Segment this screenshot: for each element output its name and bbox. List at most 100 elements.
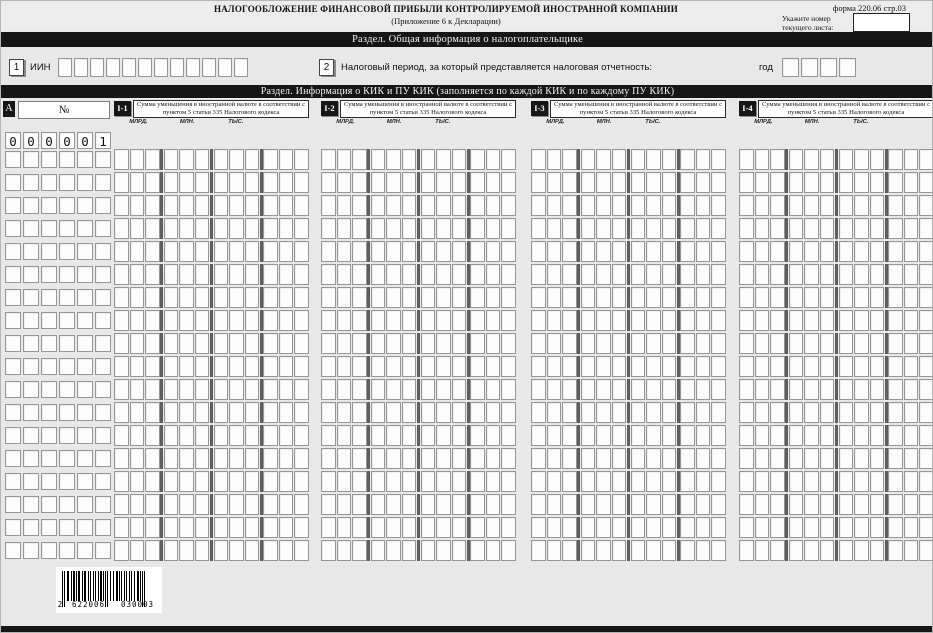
amount-cell[interactable] — [213, 195, 229, 216]
amount-cell[interactable] — [213, 310, 229, 331]
iin-cell[interactable] — [138, 58, 152, 77]
amount-cell[interactable] — [888, 241, 903, 262]
amount-cell[interactable] — [680, 310, 695, 331]
amount-cell[interactable] — [695, 448, 711, 469]
amount-cell[interactable] — [114, 540, 129, 561]
amount-cell[interactable] — [401, 333, 417, 354]
amount-cell[interactable] — [244, 540, 260, 561]
amount-cell[interactable] — [838, 517, 854, 538]
amount-cell[interactable] — [711, 494, 726, 515]
amount-cell[interactable] — [485, 540, 501, 561]
amount-cell[interactable] — [129, 333, 144, 354]
amount-cell[interactable] — [114, 195, 129, 216]
amount-cell[interactable] — [420, 494, 436, 515]
amount-cell[interactable] — [263, 241, 278, 262]
amount-cell[interactable] — [838, 494, 854, 515]
amount-cell[interactable] — [229, 241, 244, 262]
row-number-cell[interactable] — [23, 266, 39, 283]
amount-cell[interactable] — [788, 471, 804, 492]
amount-cell[interactable] — [420, 471, 436, 492]
amount-cell[interactable] — [129, 356, 144, 377]
amount-cell[interactable] — [501, 494, 516, 515]
amount-cell[interactable] — [888, 172, 903, 193]
amount-cell[interactable] — [646, 287, 661, 308]
amount-cell[interactable] — [163, 241, 179, 262]
amount-cell[interactable] — [531, 195, 546, 216]
amount-cell[interactable] — [145, 333, 160, 354]
amount-cell[interactable] — [754, 517, 769, 538]
amount-cell[interactable] — [739, 149, 754, 170]
amount-cell[interactable] — [278, 195, 294, 216]
amount-cell[interactable] — [114, 379, 129, 400]
amount-cell[interactable] — [804, 195, 819, 216]
amount-cell[interactable] — [336, 517, 351, 538]
amount-cell[interactable] — [501, 333, 516, 354]
amount-cell[interactable] — [819, 402, 835, 423]
amount-cell[interactable] — [611, 287, 627, 308]
amount-cell[interactable] — [436, 494, 451, 515]
amount-cell[interactable] — [501, 540, 516, 561]
amount-cell[interactable] — [661, 356, 677, 377]
amount-cell[interactable] — [370, 540, 386, 561]
row-number-cell[interactable] — [95, 450, 111, 467]
amount-cell[interactable] — [562, 172, 577, 193]
amount-cell[interactable] — [352, 218, 367, 239]
amount-cell[interactable] — [695, 402, 711, 423]
amount-cell[interactable] — [451, 517, 467, 538]
amount-cell[interactable] — [531, 448, 546, 469]
amount-cell[interactable] — [194, 310, 210, 331]
amount-cell[interactable] — [263, 218, 278, 239]
amount-cell[interactable] — [711, 333, 726, 354]
amount-cell[interactable] — [163, 402, 179, 423]
amount-cell[interactable] — [163, 448, 179, 469]
amount-cell[interactable] — [546, 218, 561, 239]
amount-cell[interactable] — [370, 379, 386, 400]
amount-cell[interactable] — [179, 471, 194, 492]
amount-cell[interactable] — [739, 425, 754, 446]
amount-cell[interactable] — [754, 218, 769, 239]
amount-cell[interactable] — [352, 471, 367, 492]
amount-cell[interactable] — [838, 425, 854, 446]
amount-cell[interactable] — [163, 218, 179, 239]
amount-cell[interactable] — [194, 241, 210, 262]
amount-cell[interactable] — [278, 356, 294, 377]
amount-cell[interactable] — [711, 218, 726, 239]
amount-cell[interactable] — [352, 356, 367, 377]
amount-cell[interactable] — [611, 448, 627, 469]
amount-cell[interactable] — [646, 471, 661, 492]
amount-cell[interactable] — [129, 517, 144, 538]
amount-cell[interactable] — [804, 310, 819, 331]
amount-cell[interactable] — [788, 195, 804, 216]
iin-cell[interactable] — [154, 58, 168, 77]
amount-cell[interactable] — [213, 218, 229, 239]
amount-cell[interactable] — [562, 402, 577, 423]
amount-cell[interactable] — [611, 218, 627, 239]
amount-cell[interactable] — [754, 402, 769, 423]
amount-cell[interactable] — [739, 310, 754, 331]
amount-cell[interactable] — [546, 448, 561, 469]
sheet-number-input[interactable] — [853, 13, 910, 32]
amount-cell[interactable] — [580, 333, 596, 354]
amount-cell[interactable] — [788, 494, 804, 515]
amount-cell[interactable] — [770, 379, 785, 400]
amount-cell[interactable] — [501, 264, 516, 285]
amount-cell[interactable] — [436, 448, 451, 469]
amount-cell[interactable] — [386, 149, 401, 170]
amount-cell[interactable] — [470, 287, 485, 308]
amount-cell[interactable] — [294, 425, 309, 446]
amount-cell[interactable] — [819, 149, 835, 170]
amount-cell[interactable] — [711, 471, 726, 492]
amount-cell[interactable] — [244, 379, 260, 400]
row-number-cell[interactable] — [41, 335, 57, 352]
iin-cell[interactable] — [122, 58, 136, 77]
amount-cell[interactable] — [888, 195, 903, 216]
amount-cell[interactable] — [596, 540, 611, 561]
amount-cell[interactable] — [401, 425, 417, 446]
amount-cell[interactable] — [386, 471, 401, 492]
amount-cell[interactable] — [611, 402, 627, 423]
amount-cell[interactable] — [352, 517, 367, 538]
amount-cell[interactable] — [229, 218, 244, 239]
row-number-cell[interactable] — [77, 266, 93, 283]
amount-cell[interactable] — [711, 379, 726, 400]
amount-cell[interactable] — [754, 287, 769, 308]
